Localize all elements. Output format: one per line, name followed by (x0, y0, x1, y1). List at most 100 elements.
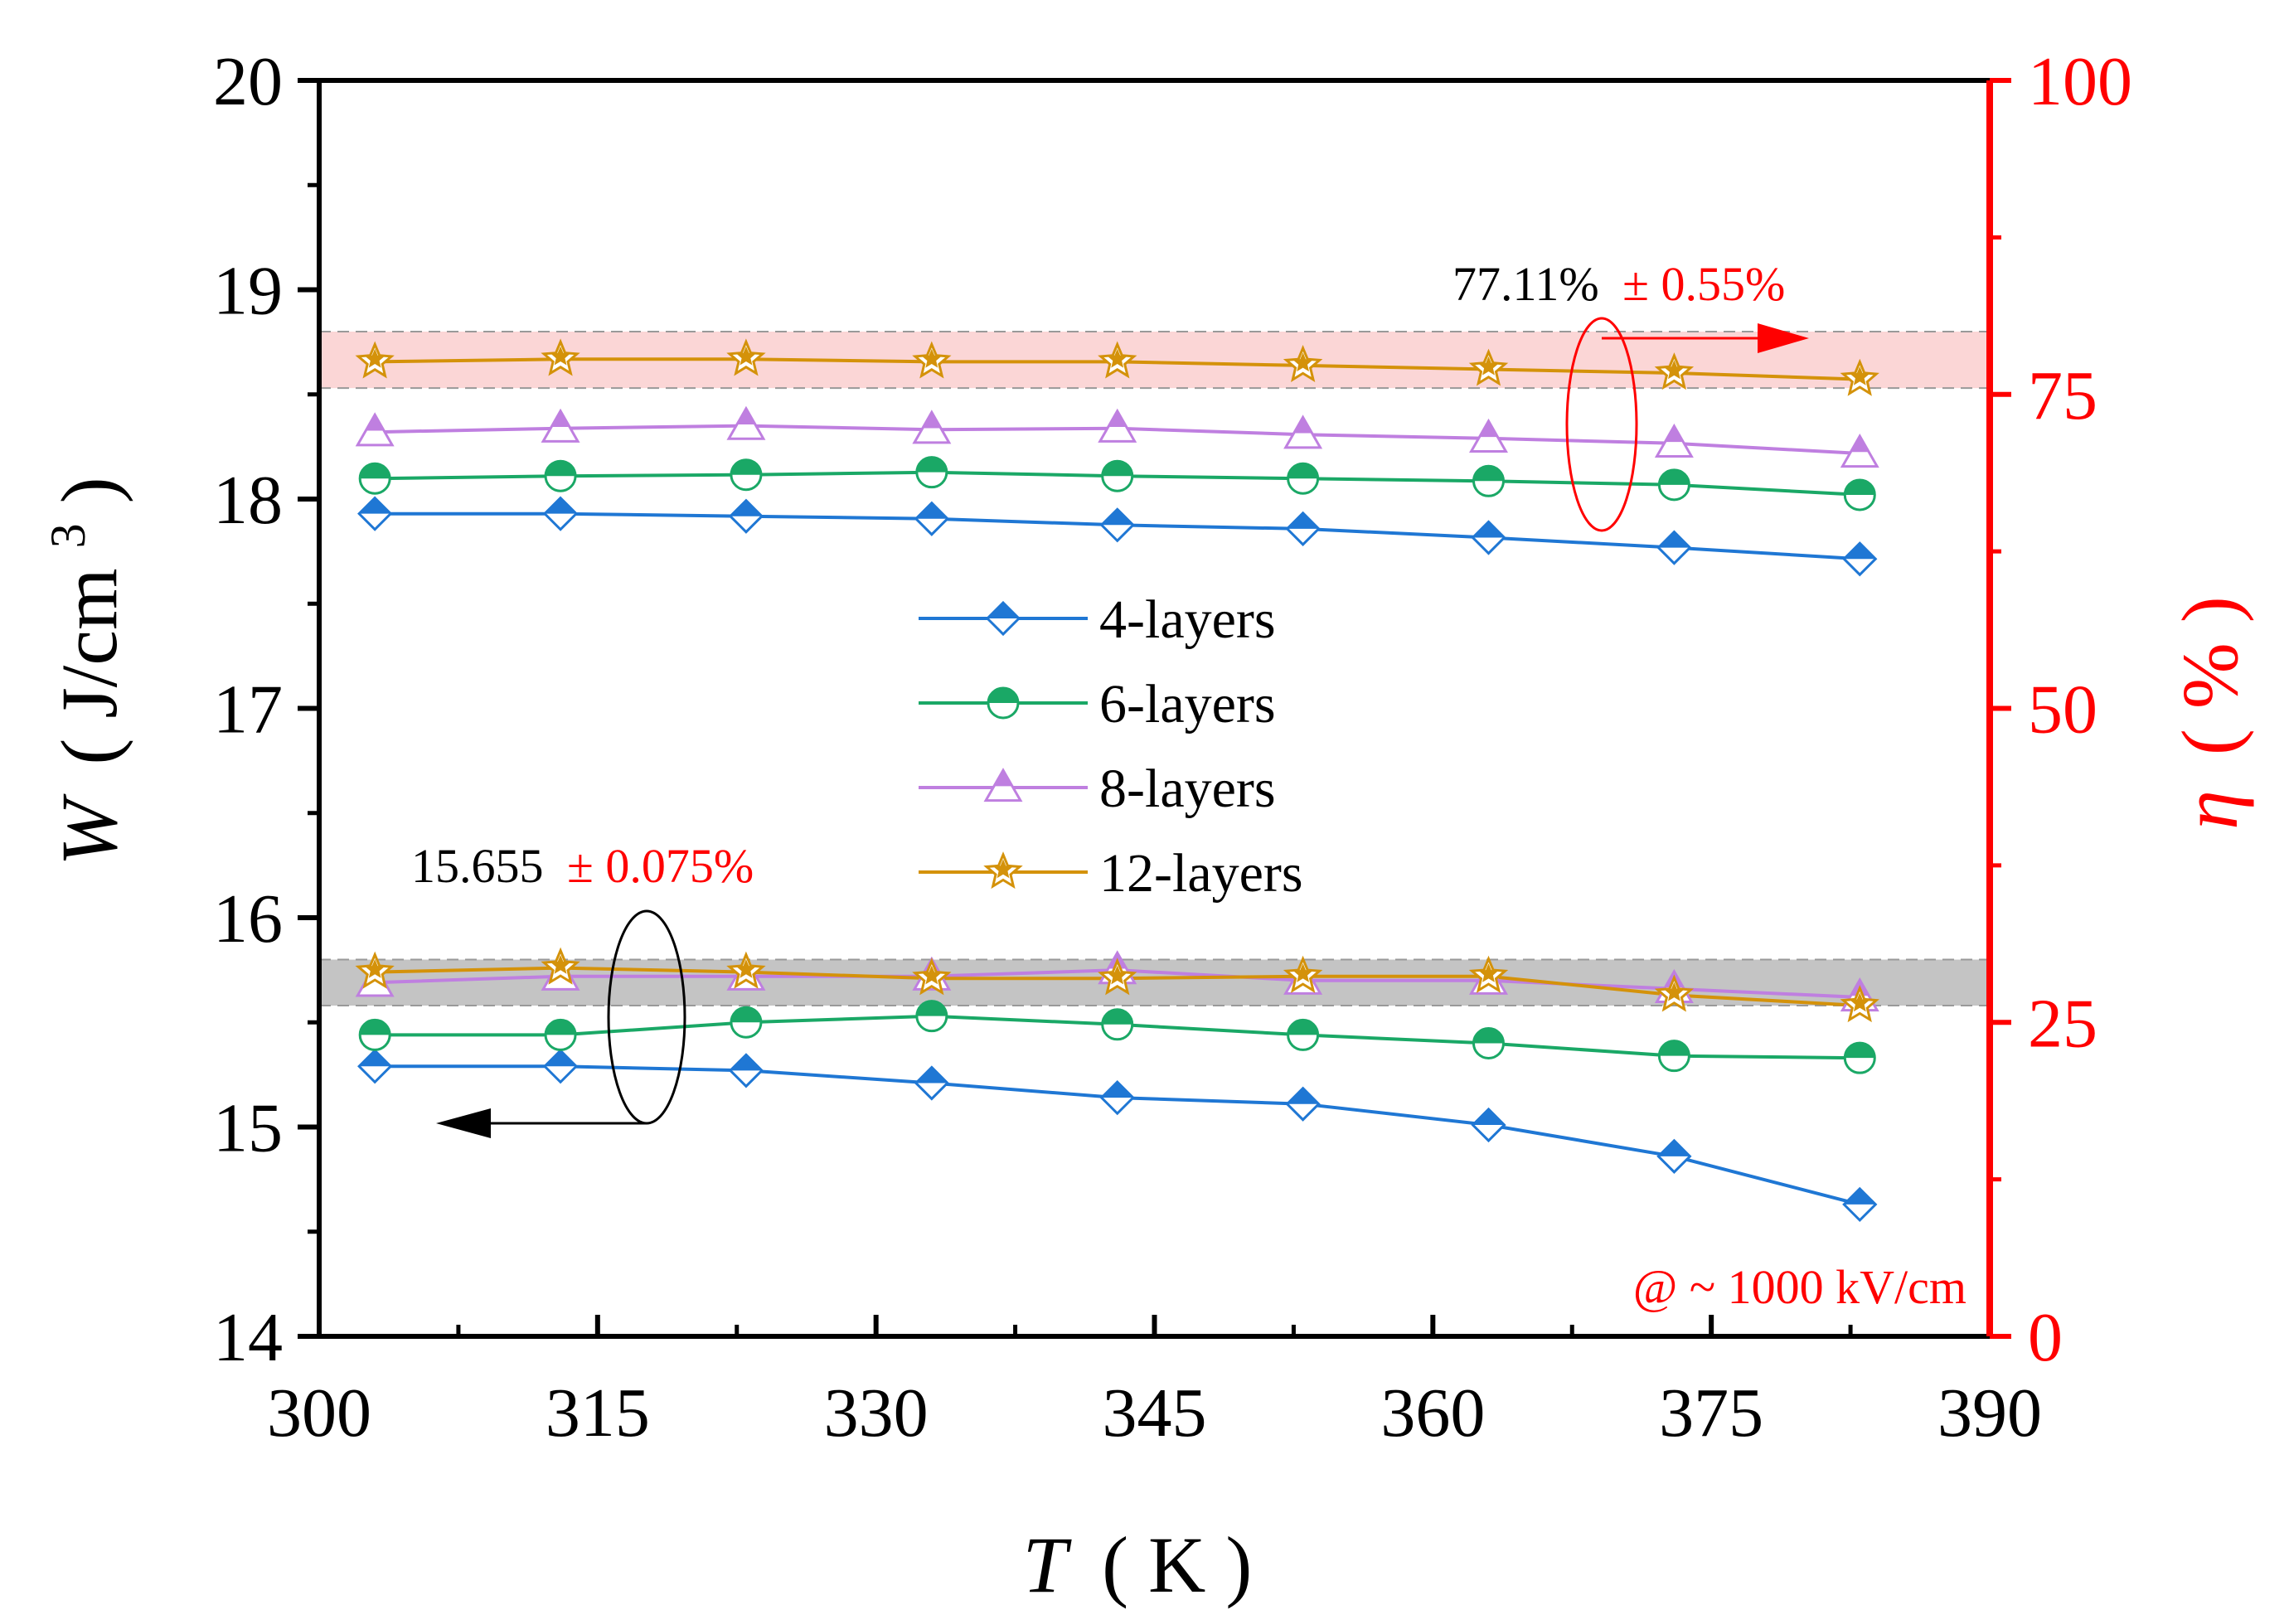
point-12-layers-eta (1468, 348, 1509, 386)
point-12-layers-W (1840, 985, 1879, 1023)
legend-swatch-marker (983, 768, 1023, 802)
point-8-layers-eta (1098, 408, 1137, 443)
point-4-layers-eta (542, 496, 579, 531)
y-right-tick-label: 75 (2028, 357, 2097, 434)
point-6-layers-W (1843, 1041, 1876, 1074)
y-left-tick-label: 14 (213, 1299, 283, 1376)
point-12-layers-W (541, 947, 580, 985)
legend-swatch-marker (985, 600, 1021, 637)
point-12-layers-eta (1840, 358, 1879, 396)
point-6-layers-W (544, 1018, 577, 1051)
legend-entry-12-layers: 12-layers (919, 843, 1303, 904)
y-axis-right-title-unit: ( % ) (2165, 596, 2254, 755)
legend: 4-layers 6-layers 8-layers 12-layers (919, 589, 1303, 904)
point-4-layers-W (1656, 1138, 1692, 1174)
legend-label: 6-layers (1099, 674, 1276, 734)
w-annotation-ellipse (607, 909, 686, 1125)
point-12-layers-eta (1283, 344, 1323, 383)
x-axis-title: T ( K ) (1023, 1520, 1253, 1609)
point-4-layers-W (1285, 1086, 1321, 1122)
y-axis-left-title-sup: 3 (41, 523, 95, 548)
point-8-layers-eta (726, 405, 766, 440)
y-left-tick-label: 19 (213, 253, 283, 330)
point-8-layers-eta (355, 412, 395, 447)
point-4-layers-eta (914, 501, 949, 536)
point-12-layers-eta (1098, 341, 1137, 379)
x-tick-label: 315 (546, 1374, 650, 1452)
series-markers (355, 338, 1879, 1223)
point-8-layers-eta (1840, 434, 1879, 468)
point-6-layers-eta (1843, 478, 1876, 511)
w-annotation-error: ± 0.075% (567, 839, 754, 893)
y-right-tick-label: 25 (2028, 985, 2097, 1062)
y-right-tick-label: 100 (2028, 43, 2132, 120)
point-4-layers-eta (357, 496, 393, 531)
legend-entry-8-layers: 8-layers (919, 759, 1276, 819)
eta-annotation-value: 77.11% (1452, 257, 1599, 311)
point-8-layers-eta (1654, 423, 1694, 458)
eta-annotation-error: ± 0.55% (1622, 257, 1785, 311)
legend-entry-6-layers: 6-layers (919, 674, 1276, 734)
w-annotation-text: 15.655 ± 0.075% (411, 839, 754, 893)
legend-entry-4-layers: 4-layers (919, 589, 1276, 650)
point-6-layers-eta (915, 456, 948, 489)
point-6-layers-W (358, 1018, 391, 1051)
y-axis-left-title-close: ) (45, 477, 133, 503)
point-12-layers-eta (912, 341, 952, 379)
y-left-tick-label: 17 (213, 671, 283, 749)
point-12-layers-W (912, 957, 952, 996)
point-6-layers-W (1287, 1018, 1320, 1051)
point-6-layers-eta (544, 459, 577, 492)
y-axis-right-title: η ( % ) (2165, 596, 2254, 830)
eta-annotation-ellipse (1565, 317, 1638, 532)
y-axis-right-title-symbol: η (2165, 790, 2254, 830)
point-4-layers-W (357, 1049, 393, 1084)
point-6-layers-W (915, 1000, 948, 1033)
y-axis-left-title-symbol: W (45, 793, 133, 866)
point-4-layers-eta (1285, 511, 1321, 546)
point-4-layers-W (542, 1049, 579, 1084)
point-4-layers-W (1471, 1107, 1506, 1143)
point-6-layers-eta (1657, 468, 1690, 502)
point-12-layers-W (1468, 955, 1509, 993)
y-right-tick-label: 0 (2028, 1299, 2063, 1376)
point-4-layers-eta (1842, 541, 1878, 577)
x-tick-label: 375 (1659, 1374, 1763, 1452)
point-6-layers-eta (1101, 459, 1134, 492)
point-8-layers-eta (541, 408, 580, 443)
point-12-layers-W (1654, 974, 1695, 1012)
point-4-layers-eta (1471, 520, 1506, 555)
point-12-layers-W (355, 951, 395, 989)
point-6-layers-eta (1472, 464, 1505, 497)
w-annotation: 15.655 ± 0.075% (411, 839, 754, 1138)
legend-swatch-marker (983, 851, 1023, 890)
y-left-tick-label: 15 (213, 1090, 283, 1167)
point-4-layers-W (1842, 1186, 1878, 1223)
y-axis-left-title: W ( J/cm 3 ) (13, 477, 133, 865)
y-right-tick-label: 50 (2028, 671, 2097, 749)
point-12-layers-eta (541, 338, 580, 376)
y-left-tick-label: 18 (213, 462, 283, 539)
x-tick-label: 300 (267, 1374, 371, 1452)
w-annotation-arrowhead (436, 1108, 491, 1138)
point-4-layers-W (914, 1065, 949, 1101)
point-4-layers-W (728, 1053, 764, 1088)
eta-annotation-text: 77.11% ± 0.55% (1452, 257, 1785, 311)
x-tick-label: 345 (1103, 1374, 1207, 1452)
eta-annotation: 77.11% ± 0.55% (1452, 257, 1809, 532)
x-tick-label: 360 (1380, 1374, 1485, 1452)
point-6-layers-eta (358, 462, 391, 495)
point-12-layers-W (1283, 955, 1323, 993)
eta-annotation-arrowhead (1758, 323, 1809, 353)
point-4-layers-eta (1099, 507, 1135, 543)
point-12-layers-eta (1654, 352, 1695, 390)
y-left-tick-label: 16 (213, 880, 283, 957)
point-12-layers-W (726, 951, 766, 989)
shaded-bands (319, 331, 1990, 1007)
point-8-layers-eta (1283, 414, 1323, 449)
point-6-layers-W (730, 1006, 763, 1039)
point-6-layers-W (1101, 1008, 1134, 1041)
point-6-layers-W (1657, 1040, 1690, 1073)
plot-frame (317, 78, 1993, 1339)
